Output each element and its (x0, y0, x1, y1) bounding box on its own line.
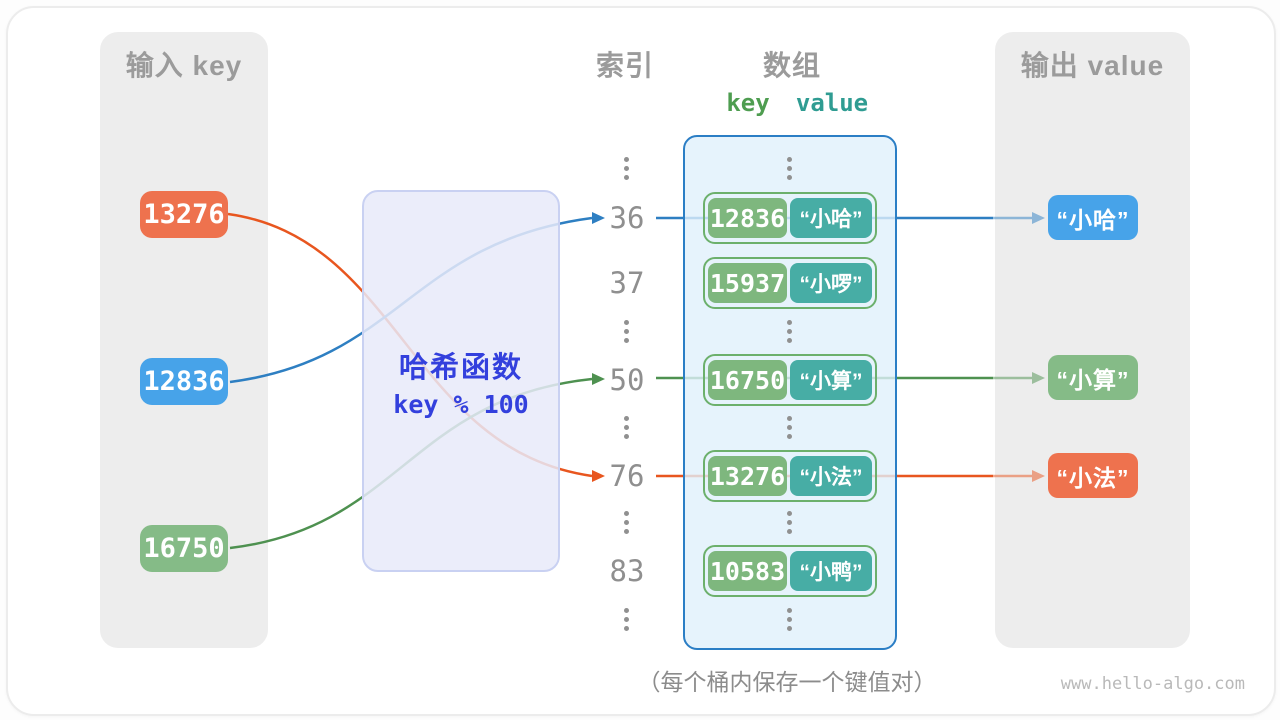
arrowhead-blue-to-index (592, 212, 605, 224)
muted-output-arrow-segments (993, 212, 1045, 482)
output-value-panel (995, 32, 1190, 648)
hash-function-box (362, 190, 560, 572)
arrowhead-orange-to-index (592, 470, 605, 482)
arrowhead-green-to-index (592, 373, 605, 385)
array-bucket-panel (683, 135, 897, 650)
arrowhead-orange-to-output (1032, 470, 1045, 482)
arrowhead-blue-to-output (1032, 212, 1045, 224)
arrowhead-green-to-output (1032, 372, 1045, 384)
